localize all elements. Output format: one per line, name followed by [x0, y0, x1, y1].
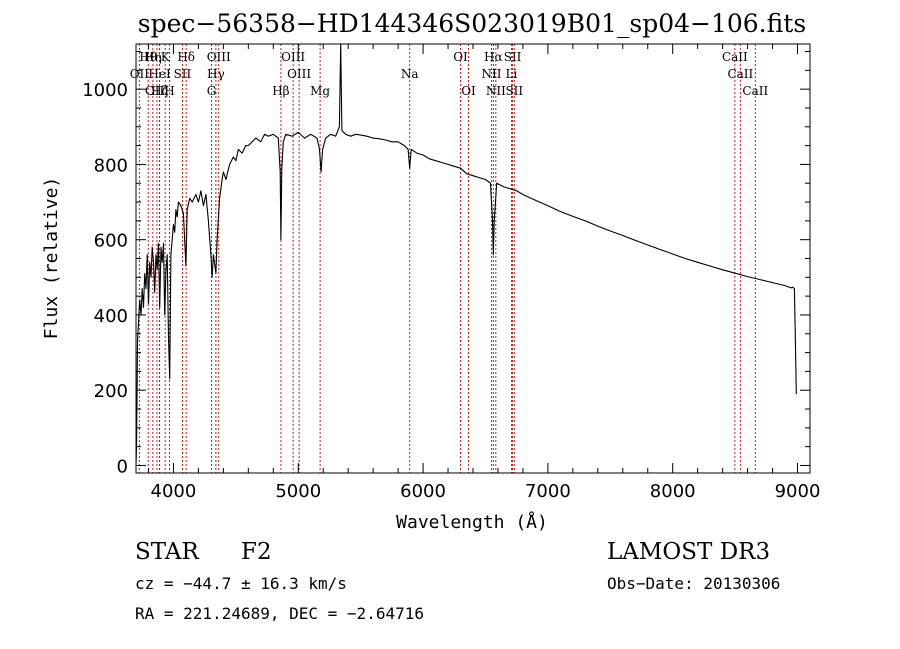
redshift-value: cz = −44.7 ± 16.3 km/s: [135, 574, 347, 593]
x-tick-label: 9000: [775, 481, 821, 502]
line-marker-label: Hθ: [139, 50, 157, 64]
line-marker-label: H: [164, 84, 174, 98]
line-marker-label: NII: [481, 67, 501, 81]
y-tick-label: 600: [94, 231, 128, 252]
chart-title: spec−56358−HD144346S023019B01_sp04−106.f…: [138, 9, 806, 38]
line-marker-label: Hη: [144, 50, 162, 64]
line-marker-label: Hβ: [272, 84, 289, 98]
line-marker-label: K: [161, 50, 171, 64]
line-marker-label: SII: [174, 67, 192, 81]
line-marker-label: OIII: [145, 84, 169, 98]
observation-date: Obs−Date: 20130306: [607, 574, 780, 593]
plot-area-frame: [135, 43, 811, 474]
line-marker-label: Hγ: [207, 67, 225, 81]
y-tick-label: 200: [94, 381, 128, 402]
line-marker-label: SII: [504, 50, 522, 64]
line-marker-label: NII: [486, 84, 506, 98]
y-axis-label: Flux (relative): [41, 177, 62, 340]
object-subclass: F2: [241, 539, 272, 565]
line-marker-label: SII: [505, 84, 523, 98]
spectrum-line: [135, 43, 797, 466]
line-markers: [138, 44, 756, 473]
line-marker-label: OIII: [281, 50, 305, 64]
y-axis-ticks: 0 200 400 600 800 1000: [82, 51, 810, 477]
line-marker-label: HeI: [148, 67, 171, 81]
line-marker-label: OII: [130, 67, 150, 81]
line-marker-label: G: [207, 84, 217, 98]
line-marker-label: CaII: [722, 50, 748, 64]
line-marker-label: Hδ: [177, 50, 195, 64]
line-marker-label: Li: [506, 67, 518, 81]
line-marker-label: Mg: [310, 84, 330, 98]
x-tick-label: 7000: [525, 481, 571, 502]
survey-name: LAMOST DR3: [607, 539, 770, 565]
line-marker-label: CaII: [727, 67, 753, 81]
line-marker-label: OI: [453, 50, 468, 64]
x-tick-label: 6000: [400, 481, 446, 502]
y-tick-label: 0: [117, 456, 128, 477]
line-marker-label: Hζ: [151, 84, 168, 98]
y-tick-label: 800: [94, 155, 128, 176]
x-tick-label: 4000: [151, 481, 197, 502]
line-marker-label: CaII: [742, 84, 768, 98]
x-tick-label: 5000: [275, 481, 321, 502]
line-marker-label: Na: [401, 67, 419, 81]
x-tick-label: 8000: [650, 481, 696, 502]
line-marker-label: Hα: [484, 50, 503, 64]
coordinates: RA = 221.24689, DEC = −2.64716: [135, 604, 424, 623]
line-marker-label: OIII: [287, 67, 311, 81]
y-tick-label: 1000: [82, 80, 128, 101]
line-marker-label: OI: [461, 84, 476, 98]
x-axis-ticks: 4000 5000 6000 7000 8000 9000: [147, 44, 821, 502]
line-marker-label: OIII: [207, 50, 231, 64]
x-axis-label: Wavelength (Å): [396, 511, 548, 533]
object-class: STAR: [135, 539, 199, 565]
y-tick-label: 400: [94, 306, 128, 327]
